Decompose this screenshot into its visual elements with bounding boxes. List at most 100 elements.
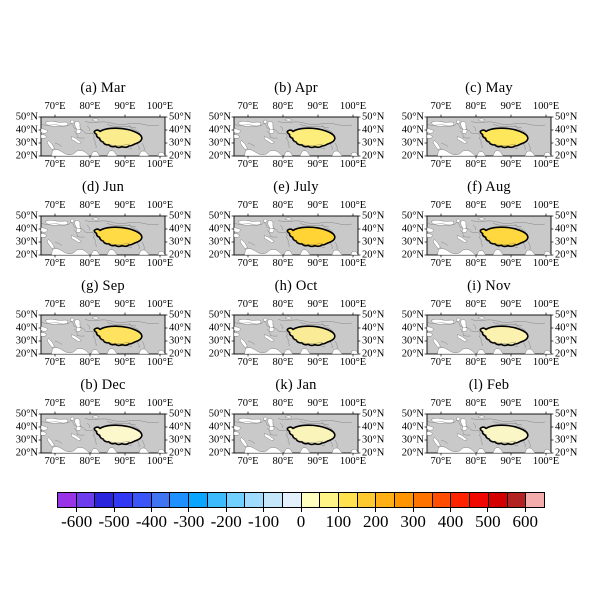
bay-of-bengal (299, 150, 311, 157)
lon-tick-label: 90°E (500, 159, 522, 170)
mediterranean-sea-2 (40, 431, 47, 436)
arabian-sea (244, 149, 284, 157)
colorbar-tick (487, 508, 489, 512)
map-svg (38, 114, 168, 159)
tibetan-plateau-region (286, 424, 336, 446)
persian-gulf (457, 334, 468, 342)
tibetan-plateau-region (93, 127, 143, 149)
water-bodies (40, 118, 166, 157)
persian-gulf (264, 136, 275, 144)
sea-corner (350, 251, 359, 256)
country-borders (426, 418, 546, 449)
caspian-sea (74, 418, 82, 431)
red-sea (432, 239, 441, 249)
lat-tick-label: 40°N (555, 124, 578, 136)
map-svg (231, 114, 361, 159)
lake-balkhash (285, 118, 293, 122)
mediterranean-sea-2 (233, 332, 240, 337)
aral-sea (70, 317, 75, 322)
mediterranean-sea (40, 326, 49, 332)
lon-tick-label: 70°E (237, 258, 259, 269)
colorbar-segment (58, 493, 76, 507)
map-panel: (f) Aug 70°E 80°E 90°E 100°E 50°N 40°N 30°N 20… (394, 178, 587, 277)
lon-tick-label: 100°E (146, 357, 174, 368)
mediterranean-sea (233, 425, 242, 431)
plateau-inner-border (293, 339, 324, 344)
persian-gulf (71, 433, 82, 441)
water-bodies (40, 316, 166, 355)
mediterranean-sea-2 (426, 332, 433, 337)
lon-tick-label: 70°E (430, 159, 452, 170)
plateau-inner-border (486, 438, 517, 443)
lon-tick-label: 100°E (532, 398, 560, 409)
sea-southeast (331, 348, 343, 355)
bay-of-bengal (492, 447, 504, 454)
sea-corner (543, 449, 552, 454)
colorbar-segment (412, 493, 432, 507)
caspian-sea (460, 319, 468, 332)
colorbar-segment (188, 493, 207, 507)
mediterranean-sea-2 (233, 134, 240, 139)
colorbar-tick (450, 508, 452, 512)
lon-tick-label: 80°E (272, 357, 294, 368)
lon-tick-label: 70°E (430, 101, 452, 112)
lon-tick-label: 100°E (339, 159, 367, 170)
panel-title: (c) May (465, 80, 513, 96)
panel-title: (i) Nov (467, 278, 511, 294)
mediterranean-sea-2 (233, 431, 240, 436)
lat-tick-label: 40°N (555, 421, 578, 433)
lat-tick-label: 50°N (15, 210, 38, 222)
lat-tick-label: 40°N (208, 322, 231, 334)
lat-tick-label: 30°N (362, 137, 385, 149)
red-sea (46, 437, 55, 447)
lat-tick-label: 40°N (208, 124, 231, 136)
red-sea (239, 437, 248, 447)
sea-west-of-india (476, 250, 486, 256)
lon-tick-label: 100°E (146, 398, 174, 409)
plateau-inner-border (100, 339, 131, 344)
lat-tick-label: 20°N (169, 447, 192, 459)
lon-tick-label: 90°E (500, 258, 522, 269)
lon-tick-label: 100°E (339, 398, 367, 409)
panel-title: (f) Aug (467, 179, 511, 195)
lake-balkhash (92, 217, 100, 221)
colorbar-tick (375, 508, 377, 512)
axis-tick-marks (38, 213, 168, 258)
sea-west-of-india (90, 151, 100, 157)
arabian-sea (244, 347, 284, 355)
map-panel: (g) Sep 70°E 80°E 90°E 100°E 50°N 40°N 30°N 20… (8, 277, 201, 376)
lat-tick-label: 30°N (555, 434, 578, 446)
aral-sea (263, 218, 268, 223)
mediterranean-sea (40, 425, 49, 431)
lon-tick-label: 100°E (339, 456, 367, 467)
aral-sea (70, 416, 75, 421)
lon-tick-label: 80°E (272, 398, 294, 409)
lat-tick-label: 50°N (555, 111, 578, 123)
plateau-inner-border (100, 141, 131, 146)
colorbar-segment (131, 493, 151, 507)
lat-tick-label: 20°N (15, 348, 38, 360)
arabian-sea (244, 248, 284, 256)
lat-tick-label: 50°N (169, 210, 192, 222)
lon-tick-label: 70°E (430, 299, 452, 310)
axis-tick-marks (38, 312, 168, 357)
sea-corner (350, 152, 359, 157)
lat-tick-label: 30°N (555, 236, 578, 248)
lon-tick-label: 70°E (44, 258, 66, 269)
panel-title: (g) Sep (81, 278, 125, 294)
lon-tick-label: 90°E (307, 200, 329, 211)
sea-southeast (331, 150, 343, 157)
lat-tick-label: 20°N (401, 249, 424, 261)
lon-tick-label: 90°E (500, 456, 522, 467)
lat-tick-label: 30°N (15, 335, 38, 347)
lat-tick-label: 20°N (362, 348, 385, 360)
mediterranean-sea-2 (40, 233, 47, 238)
lat-tick-label: 40°N (15, 421, 38, 433)
lon-tick-label: 100°E (532, 357, 560, 368)
axis-tick-marks (424, 114, 554, 159)
lon-tick-label: 100°E (339, 258, 367, 269)
lat-tick-label: 50°N (208, 111, 231, 123)
mediterranean-sea-2 (233, 233, 240, 238)
panel-title: (e) July (273, 179, 319, 195)
lon-tick-label: 80°E (79, 456, 101, 467)
